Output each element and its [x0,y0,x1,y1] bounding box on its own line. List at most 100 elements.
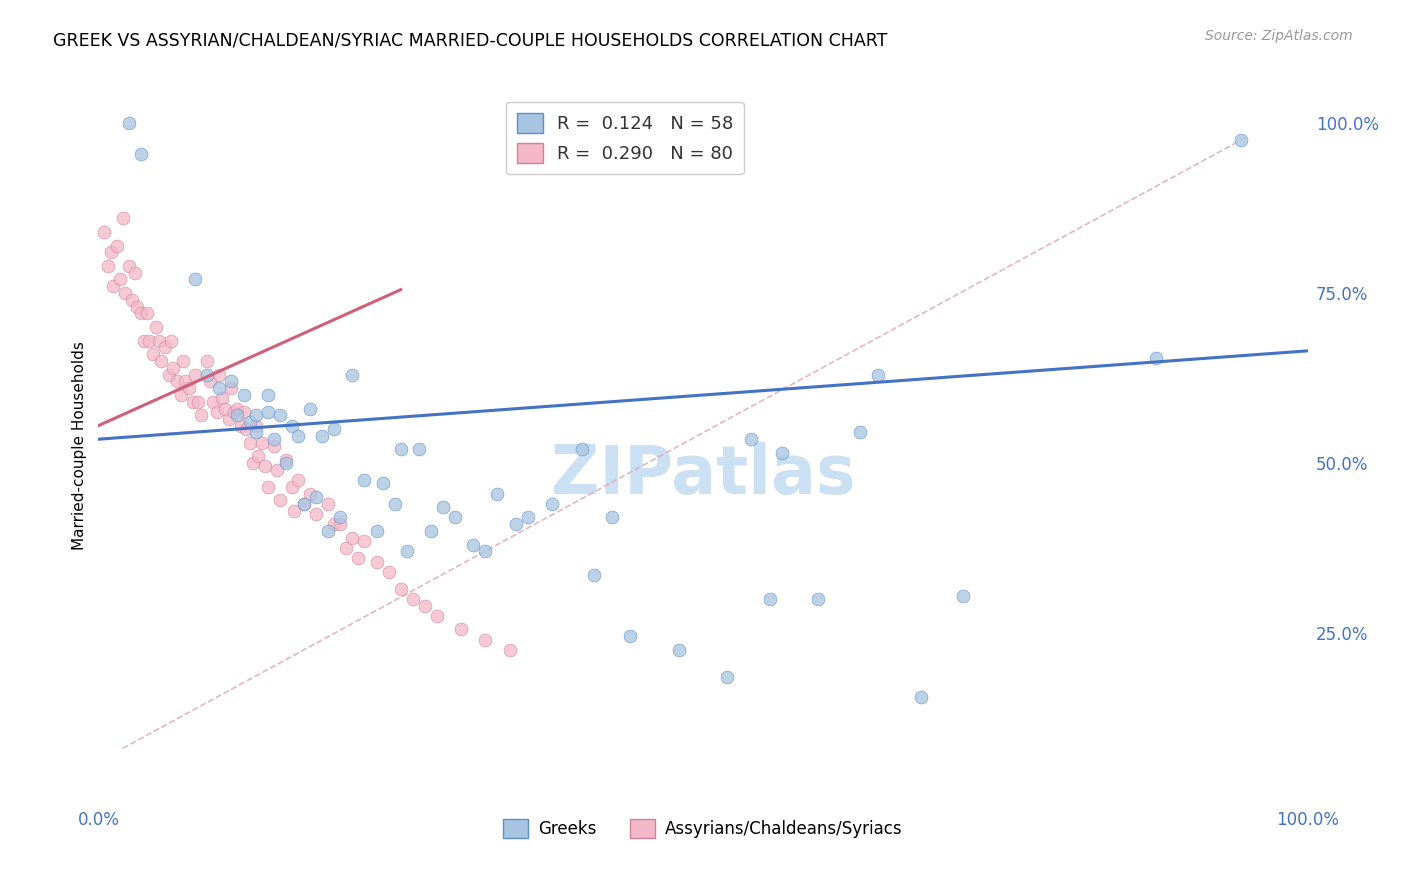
Point [239,435,262,450]
Point [263,439,285,453]
Point [281,480,304,494]
Point [181,394,204,409]
Text: ZIPatlas: ZIPatlas [551,442,855,508]
Point [160,334,183,348]
Point [474,632,496,647]
Point [402,591,425,606]
Point [198,375,221,389]
Point [353,473,375,487]
Point [366,555,388,569]
Point [111,211,134,226]
Point [426,608,449,623]
Point [254,459,277,474]
Point [118,116,141,130]
Point [287,429,309,443]
Point [269,409,291,423]
Point [208,368,231,382]
Point [1230,133,1253,147]
Point [758,591,780,606]
Point [292,497,315,511]
Point [169,388,191,402]
Point [245,418,267,433]
Point [145,320,167,334]
Point [329,517,352,532]
Point [256,405,278,419]
Point [242,456,264,470]
Point [619,629,641,643]
Point [93,225,115,239]
Point [172,354,194,368]
Point [195,354,218,368]
Point [245,409,267,423]
Point [668,643,690,657]
Point [283,503,305,517]
Point [450,623,472,637]
Point [299,401,322,416]
Legend: Greeks, Assyrians/Chaldeans/Syriacs: Greeks, Assyrians/Chaldeans/Syriacs [496,812,910,845]
Point [162,360,184,375]
Point [256,388,278,402]
Point [129,146,152,161]
Point [100,245,122,260]
Point [97,259,120,273]
Point [101,279,124,293]
Point [305,490,328,504]
Point [342,531,364,545]
Point [408,442,430,457]
Point [179,381,201,395]
Point [221,375,243,389]
Point [540,497,562,511]
Point [226,401,249,416]
Point [299,486,322,500]
Point [221,381,243,395]
Point [342,368,364,382]
Point [190,409,212,423]
Point [571,442,593,457]
Point [420,524,443,538]
Point [263,432,285,446]
Point [211,392,233,406]
Point [269,493,291,508]
Point [498,643,520,657]
Point [218,412,240,426]
Point [463,537,485,551]
Point [347,551,370,566]
Point [292,497,315,511]
Point [868,368,890,382]
Point [142,347,165,361]
Point [250,435,273,450]
Point [1146,351,1168,365]
Point [274,452,297,467]
Point [118,259,141,273]
Point [208,381,231,395]
Point [153,341,176,355]
Point [134,334,156,348]
Point [849,425,872,440]
Point [807,591,830,606]
Point [266,463,288,477]
Point [389,442,412,457]
Point [256,480,278,494]
Point [247,449,270,463]
Point [205,405,228,419]
Text: Source: ZipAtlas.com: Source: ZipAtlas.com [1205,29,1353,43]
Point [157,368,180,382]
Point [323,517,346,532]
Point [232,388,254,402]
Point [124,266,146,280]
Point [329,510,352,524]
Point [138,334,160,348]
Point [305,507,328,521]
Point [377,565,399,579]
Point [274,456,297,470]
Point [413,599,436,613]
Point [150,354,173,368]
Point [384,497,406,511]
Y-axis label: Married-couple Households: Married-couple Households [72,342,87,550]
Point [323,422,346,436]
Point [486,486,509,500]
Point [166,375,188,389]
Point [281,418,304,433]
Point [148,334,170,348]
Point [232,405,254,419]
